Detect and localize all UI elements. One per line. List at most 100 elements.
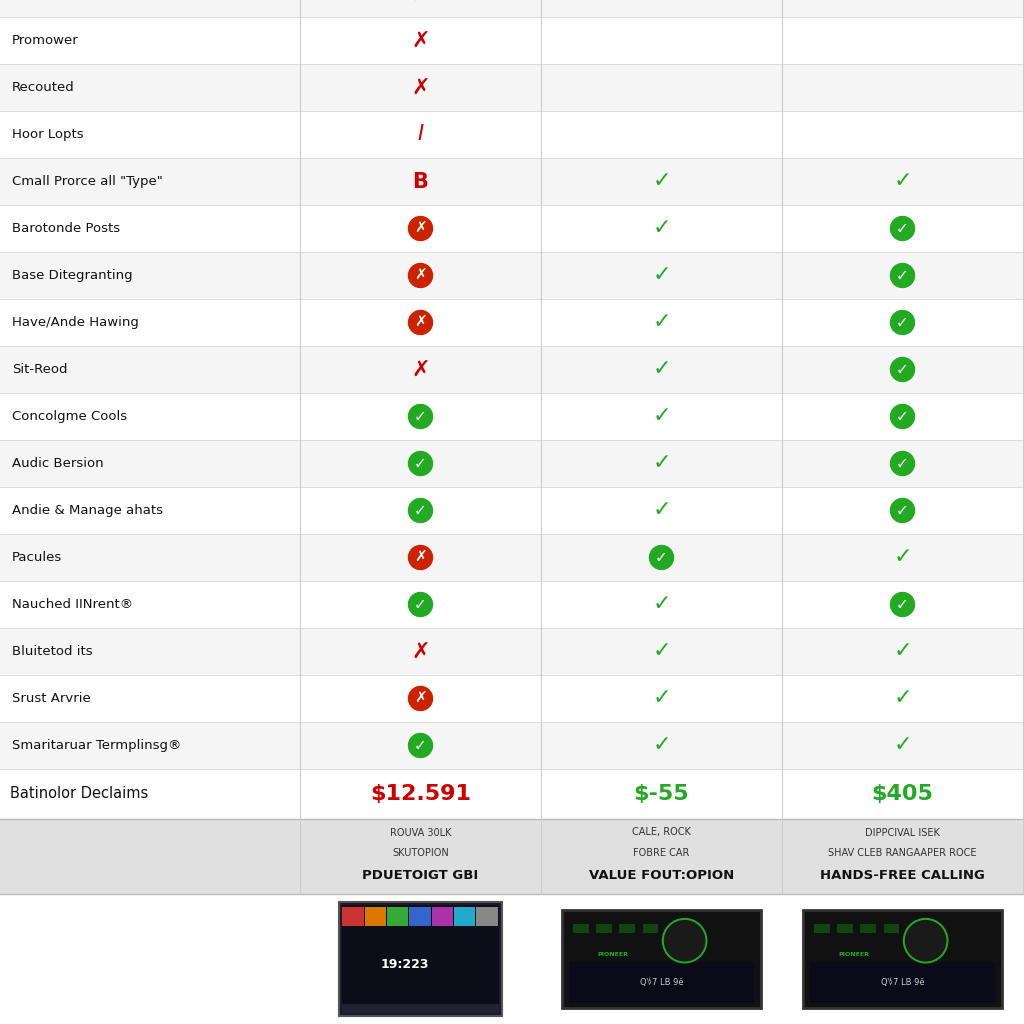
Text: ✓: ✓ <box>652 501 671 520</box>
Bar <box>596 925 611 934</box>
Bar <box>0 487 1024 534</box>
Circle shape <box>409 546 432 569</box>
Text: Andie & Manage ahats: Andie & Manage ahats <box>12 504 163 517</box>
Text: ✗: ✗ <box>412 0 430 3</box>
Text: Cmall Prorce all "Type": Cmall Prorce all "Type" <box>12 175 163 188</box>
Circle shape <box>891 263 914 288</box>
Text: Hoor Lopts: Hoor Lopts <box>12 128 84 141</box>
Text: Have/Ande Hawing: Have/Ande Hawing <box>12 316 139 329</box>
Text: ✗: ✗ <box>414 315 427 330</box>
Text: ✓: ✓ <box>893 735 911 756</box>
Text: ✓: ✓ <box>893 171 911 191</box>
Text: Q؇7 LB 9ĕ: Q؇7 LB 9ĕ <box>881 978 925 987</box>
Text: ✓: ✓ <box>893 688 911 709</box>
Bar <box>476 907 498 926</box>
Text: VALUE FOUT:OPION: VALUE FOUT:OPION <box>589 868 734 882</box>
Circle shape <box>891 593 914 616</box>
Bar <box>0 675 1024 722</box>
Text: ✓: ✓ <box>896 409 909 424</box>
Bar <box>0 722 1024 769</box>
Text: ✓: ✓ <box>893 548 911 567</box>
Circle shape <box>665 921 705 961</box>
Text: ✓: ✓ <box>652 359 671 380</box>
Bar <box>562 910 761 1008</box>
Bar <box>0 205 1024 252</box>
Text: $405: $405 <box>871 784 934 804</box>
Text: ✓: ✓ <box>652 454 671 473</box>
Bar <box>0 17 1024 63</box>
Text: ✓: ✓ <box>896 268 909 283</box>
Text: ✓: ✓ <box>652 0 671 3</box>
Text: ✗: ✗ <box>414 221 427 236</box>
Circle shape <box>663 919 707 963</box>
Text: Pacules: Pacules <box>12 551 62 564</box>
Text: ✗: ✗ <box>412 359 430 380</box>
Text: Batinolor Declaims: Batinolor Declaims <box>10 786 148 802</box>
Bar <box>620 925 635 934</box>
Text: ✗: ✗ <box>414 691 427 706</box>
Circle shape <box>891 216 914 241</box>
Text: ✓: ✓ <box>652 735 671 756</box>
Text: ✗: ✗ <box>412 641 430 662</box>
Circle shape <box>409 310 432 335</box>
Bar <box>410 907 431 926</box>
Text: I: I <box>418 125 424 144</box>
Circle shape <box>409 263 432 288</box>
Text: ROUVA 30LK: ROUVA 30LK <box>390 827 452 838</box>
Circle shape <box>409 593 432 616</box>
Text: Recouted: Recouted <box>12 81 75 94</box>
Bar <box>365 907 386 926</box>
Text: ✓: ✓ <box>896 456 909 471</box>
Text: B: B <box>413 171 428 191</box>
Circle shape <box>409 686 432 711</box>
Text: Concolgme Cools: Concolgme Cools <box>12 410 127 423</box>
Text: Promower: Promower <box>12 34 79 47</box>
Bar <box>342 1005 499 1013</box>
Text: ✓: ✓ <box>414 409 427 424</box>
Bar <box>342 905 499 1013</box>
Text: ✓: ✓ <box>893 641 911 662</box>
Circle shape <box>905 921 946 961</box>
Text: SKUTOPION: SKUTOPION <box>392 848 449 858</box>
Text: ✓: ✓ <box>652 171 671 191</box>
Bar <box>387 907 409 926</box>
Text: Bluitetod its: Bluitetod its <box>12 645 92 658</box>
Bar <box>814 925 829 934</box>
Circle shape <box>409 452 432 475</box>
Bar <box>0 581 1024 628</box>
Text: SHAV CLEB RANGAAPER ROCE: SHAV CLEB RANGAAPER ROCE <box>828 848 977 858</box>
Text: ✗: ✗ <box>412 31 430 50</box>
Text: ✗: ✗ <box>414 550 427 565</box>
Circle shape <box>409 404 432 428</box>
Bar <box>0 0 1024 17</box>
Bar <box>642 925 658 934</box>
Bar <box>0 111 1024 158</box>
Text: ✓: ✓ <box>652 641 671 662</box>
Bar <box>0 63 1024 111</box>
Circle shape <box>891 499 914 522</box>
Text: Q؇7 LB 9ĕ: Q؇7 LB 9ĕ <box>640 978 683 987</box>
Text: FOBRE CAR: FOBRE CAR <box>633 848 690 858</box>
Text: ✓: ✓ <box>652 312 671 333</box>
Text: ✓: ✓ <box>652 265 671 286</box>
Circle shape <box>891 310 914 335</box>
Circle shape <box>409 733 432 758</box>
Bar <box>569 962 754 1002</box>
Text: ✓: ✓ <box>414 503 427 518</box>
Text: ✓: ✓ <box>896 221 909 236</box>
Text: DIPPCIVAL ISEK: DIPPCIVAL ISEK <box>865 827 940 838</box>
Bar <box>342 907 364 926</box>
Circle shape <box>649 546 674 569</box>
Text: ✓: ✓ <box>896 597 909 612</box>
Text: ✓: ✓ <box>652 218 671 239</box>
Text: ✓: ✓ <box>414 738 427 753</box>
Text: HANDS-FREE CALLING: HANDS-FREE CALLING <box>820 868 985 882</box>
Text: PIONEER: PIONEER <box>839 952 869 956</box>
Text: Nauched IINrent®: Nauched IINrent® <box>12 598 133 611</box>
Text: ✓: ✓ <box>652 407 671 427</box>
Bar <box>0 819 1024 894</box>
Text: 19:223: 19:223 <box>381 957 429 971</box>
Bar <box>884 925 899 934</box>
Text: Audic Bersion: Audic Bersion <box>12 457 103 470</box>
Circle shape <box>891 404 914 428</box>
